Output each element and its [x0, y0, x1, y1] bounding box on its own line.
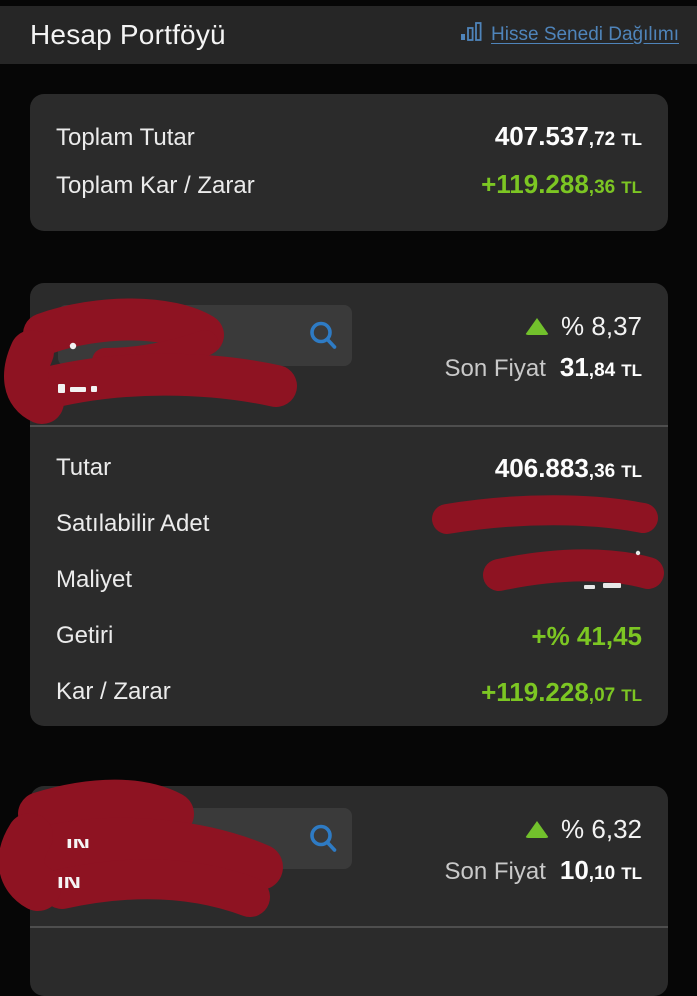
stock-symbol-search-input[interactable]	[58, 305, 352, 366]
satilabilir-adet-row: Satılabilir Adet	[56, 496, 642, 552]
portfolio-summary-card: Toplam Tutar 407.537,72 TL Toplam Kar / Z…	[30, 94, 668, 231]
stock-2-change-line: % 6,32	[444, 812, 642, 846]
stock-card-2-header: % 6,32 Son Fiyat 10,10 TL	[30, 786, 668, 928]
search-icon[interactable]	[306, 822, 340, 856]
maliyet-label: Maliyet	[56, 566, 133, 593]
kar-zarar-row: Kar / Zarar +119.228,07 TL	[56, 664, 642, 720]
stock-1-metrics: % 8,37 Son Fiyat 31,84 TL	[444, 309, 642, 383]
total-amount-label: Toplam Tutar	[56, 123, 195, 151]
stock-1-change-line: % 8,37	[444, 309, 642, 343]
card-divider	[30, 926, 668, 928]
stock-2-last-price: Son Fiyat 10,10 TL	[444, 855, 642, 885]
stock-2-change-percent: % 6,32	[561, 813, 642, 844]
stock-card-2: % 6,32 Son Fiyat 10,10 TL	[30, 786, 668, 996]
stock-1-last-price: Son Fiyat 31,84 TL	[444, 352, 642, 382]
tutar-label: Tutar	[56, 454, 112, 481]
stock-distribution-link[interactable]: Hisse Senedi Dağılımı	[459, 21, 679, 49]
page-title: Hesap Portföyü	[30, 19, 226, 50]
stock-symbol-search-input-2[interactable]	[58, 808, 352, 869]
stock-card-1-header: % 8,37 Son Fiyat 31,84 TL	[30, 283, 668, 425]
satilabilir-adet-label: Satılabilir Adet	[56, 510, 210, 537]
kar-zarar-value: +119.228,07 TL	[481, 676, 642, 707]
bar-chart-icon	[459, 21, 483, 49]
getiri-value: +% 41,45	[531, 620, 642, 651]
total-amount-row: Toplam Tutar 407.537,72 TL	[56, 121, 642, 157]
kar-zarar-label: Kar / Zarar	[56, 678, 171, 705]
tutar-row: Tutar 406.883,36 TL	[56, 440, 642, 496]
search-icon[interactable]	[306, 319, 340, 353]
maliyet-row: Maliyet	[56, 552, 642, 608]
stock-card-1: % 8,37 Son Fiyat 31,84 TL Tutar 406.883,36…	[30, 283, 668, 726]
stock-2-metrics: % 6,32 Son Fiyat 10,10 TL	[444, 812, 642, 886]
getiri-label: Getiri	[56, 622, 114, 649]
stock-distribution-link-label: Hisse Senedi Dağılımı	[491, 24, 679, 45]
stock-1-change-percent: % 8,37	[561, 310, 642, 341]
total-profit-loss-label: Toplam Kar / Zarar	[56, 171, 255, 199]
total-profit-loss-row: Toplam Kar / Zarar +119.288,36 TL	[56, 169, 642, 205]
total-amount-value: 407.537,72 TL	[494, 120, 642, 151]
total-profit-loss-value: +119.288,36 TL	[481, 168, 642, 199]
stock-1-detail-rows: Tutar 406.883,36 TL Satılabilir Adet Mali…	[30, 425, 668, 720]
getiri-row: Getiri +% 41,45	[56, 608, 642, 664]
last-price-label: Son Fiyat	[444, 858, 546, 885]
up-triangle-icon	[525, 317, 550, 335]
tutar-value: 406.883,36 TL	[494, 452, 642, 483]
app-header: Hesap Portföyü Hisse Senedi Dağılımı	[0, 6, 697, 64]
up-triangle-icon	[525, 820, 550, 838]
last-price-label: Son Fiyat	[444, 355, 546, 382]
